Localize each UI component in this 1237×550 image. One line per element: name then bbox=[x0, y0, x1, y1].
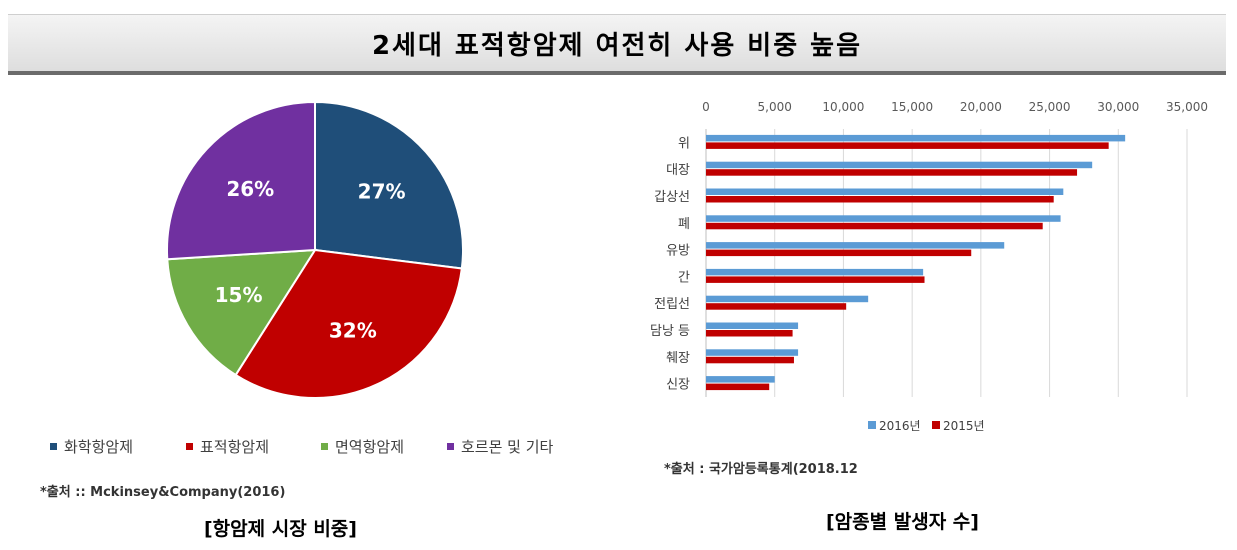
bar-2015 bbox=[706, 196, 1054, 203]
legend-swatch bbox=[932, 421, 940, 429]
category-label: 간 bbox=[678, 270, 690, 285]
bar-2016 bbox=[706, 215, 1061, 222]
bar-2015 bbox=[706, 383, 770, 391]
bar-source: *출처 : 국가암등록통계(2018.12 bbox=[664, 462, 858, 477]
x-tick-label: 5,000 bbox=[758, 100, 792, 114]
pie-slice bbox=[166, 248, 317, 377]
bar-2016 bbox=[706, 376, 775, 383]
legend-label: 화학항암제 bbox=[64, 438, 133, 456]
category-label: 췌장 bbox=[666, 351, 690, 366]
category-label: 폐 bbox=[678, 217, 690, 232]
x-tick-label: 15,000 bbox=[891, 100, 933, 114]
bar-2016 bbox=[706, 188, 1064, 195]
bar-2016 bbox=[706, 349, 799, 356]
legend-label: 2016년 bbox=[879, 419, 921, 433]
bar-2015 bbox=[706, 276, 925, 283]
legend-label: 2015년 bbox=[943, 419, 985, 433]
category-label: 전립선 bbox=[654, 297, 690, 312]
x-tick-label: 0 bbox=[702, 100, 710, 114]
category-label: 갑상선 bbox=[654, 190, 690, 205]
category-label: 유방 bbox=[666, 244, 690, 259]
bar-2016 bbox=[706, 242, 1005, 249]
legend-label: 호르몬 및 기타 bbox=[461, 438, 554, 456]
bar-2016 bbox=[706, 268, 924, 276]
legend-swatch bbox=[186, 443, 193, 450]
pie-slice-label: 32% bbox=[329, 318, 377, 342]
pie-chart: 27% 32% 15% 26% 화학항암제 표적항암제 면역항암제 호르몬 및 기타 bbox=[50, 100, 554, 456]
legend-swatch bbox=[321, 443, 328, 450]
bar-2016 bbox=[706, 161, 1093, 169]
bar-2015 bbox=[706, 169, 1078, 176]
bar-2015 bbox=[706, 249, 972, 257]
bar-2015 bbox=[706, 330, 793, 337]
pie-slice-label: 26% bbox=[226, 177, 274, 201]
legend-label: 면역항암제 bbox=[335, 438, 404, 456]
bar-2016 bbox=[706, 295, 869, 303]
legend-label: 표적항암제 bbox=[200, 438, 269, 456]
bar-chart: 0 5,000 10,000 15,000 20,000 25,000 30,000 35,0… bbox=[650, 100, 1208, 433]
bar-caption: [암종별 발생자 수] bbox=[826, 511, 979, 533]
page-title: 2세대 표적항암제 여전히 사용 비중 높음 bbox=[371, 30, 863, 61]
bar-2015 bbox=[706, 142, 1109, 149]
x-tick-label: 35,000 bbox=[1166, 100, 1208, 114]
x-tick-label: 30,000 bbox=[1097, 100, 1139, 114]
legend-swatch bbox=[447, 443, 454, 450]
pie-slice-label: 27% bbox=[358, 179, 406, 203]
bar-2015 bbox=[706, 356, 794, 364]
category-label: 담낭 등 bbox=[650, 324, 690, 339]
bar-2016 bbox=[706, 322, 799, 329]
bar-2015 bbox=[706, 303, 847, 310]
pie-slice-label: 15% bbox=[215, 283, 263, 307]
pie-caption: [항암제 시장 비중] bbox=[204, 518, 357, 540]
pie-slice bbox=[314, 100, 464, 270]
x-tick-label: 20,000 bbox=[960, 100, 1002, 114]
bar-2015 bbox=[706, 222, 1043, 230]
x-tick-label: 10,000 bbox=[822, 100, 864, 114]
pie-slice bbox=[166, 100, 316, 261]
title-bar: 2세대 표적항암제 여전히 사용 비중 높음 bbox=[8, 14, 1226, 75]
bar-2016 bbox=[706, 134, 1126, 142]
legend-swatch bbox=[50, 443, 57, 450]
category-label: 신장 bbox=[666, 378, 690, 393]
legend-swatch bbox=[868, 421, 876, 429]
pie-source: *출처 :: Mckinsey&Company(2016) bbox=[40, 485, 286, 500]
category-label: 대장 bbox=[666, 163, 690, 178]
x-tick-label: 25,000 bbox=[1029, 100, 1071, 114]
category-label: 위 bbox=[678, 136, 690, 151]
